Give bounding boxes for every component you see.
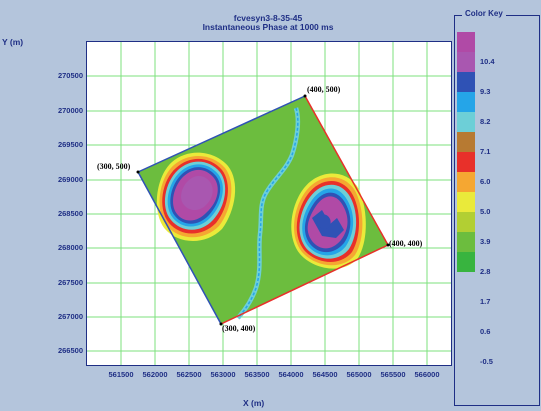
color-key-title: Color Key: [462, 9, 506, 19]
color-swatch: [457, 152, 475, 172]
color-swatch: [457, 212, 475, 232]
y-tick-label: 268000: [57, 243, 83, 252]
map-subtitle: Instantaneous Phase at 1000 ms: [202, 22, 334, 32]
color-swatch: [457, 172, 475, 192]
x-tick-label: 563000: [210, 370, 236, 379]
y-tick-label: 267000: [57, 312, 83, 321]
x-tick-label: 564500: [312, 370, 338, 379]
y-tick-label: 266500: [57, 346, 83, 355]
x-tick-label: 564000: [278, 370, 304, 379]
x-tick-label: 561500: [108, 370, 134, 379]
map-title: fcvesyn3-8-35-45: [233, 13, 303, 23]
x-tick-label: 565000: [346, 370, 372, 379]
color-swatch: [457, 112, 475, 132]
color-swatch: [457, 132, 475, 152]
corner-label-se: (400, 400): [389, 239, 423, 248]
anomaly-east: [291, 173, 366, 269]
y-tick-label: 269500: [57, 140, 83, 149]
color-key-label: 5.0: [480, 207, 491, 216]
x-axis-label: X (m): [243, 398, 265, 408]
color-swatch: [457, 92, 475, 112]
color-key-label: 2.8: [480, 267, 491, 276]
anomaly-west: [156, 152, 236, 242]
map-plot-area[interactable]: [86, 41, 452, 366]
color-key-label: 8.2: [480, 117, 491, 126]
color-swatch: [457, 232, 475, 252]
survey-edge-north: [137, 95, 306, 173]
color-swatch: [457, 32, 475, 52]
y-tick-label: 267500: [57, 278, 83, 287]
color-swatch: [457, 72, 475, 92]
y-tick-label: 269000: [57, 175, 83, 184]
survey-area[interactable]: [137, 95, 389, 325]
survey-edge-south: [220, 244, 389, 325]
x-tick-label: 562500: [176, 370, 202, 379]
color-key-label: 10.4: [480, 57, 495, 66]
color-swatch: [457, 52, 475, 72]
color-swatch: [457, 252, 475, 272]
channel: [236, 107, 301, 320]
corner-markers: [136, 94, 390, 326]
color-key-label: 6.0: [480, 177, 491, 186]
corner-label-sw: (300, 400): [222, 324, 256, 333]
color-key-label: 3.9: [480, 237, 491, 246]
color-key-label: 9.3: [480, 87, 491, 96]
x-tick-label: 562000: [142, 370, 168, 379]
color-key-label: 0.6: [480, 327, 491, 336]
corner-label-nw: (300, 500): [97, 162, 131, 171]
color-key-label: 1.7: [480, 297, 491, 306]
y-tick-label: 270000: [57, 106, 83, 115]
survey-edge-west: [137, 171, 222, 325]
y-axis-label: Y (m): [2, 37, 24, 47]
color-key-label: 7.1: [480, 147, 491, 156]
y-tick-label: 270500: [57, 71, 83, 80]
color-key-label: -0.5: [480, 357, 493, 366]
x-tick-label: 566000: [414, 370, 440, 379]
survey-edge-east: [304, 95, 389, 246]
x-tick-label: 565500: [380, 370, 406, 379]
x-tick-label: 563500: [244, 370, 270, 379]
y-tick-label: 268500: [57, 209, 83, 218]
color-swatch: [457, 192, 475, 212]
corner-label-ne: (400, 500): [307, 85, 341, 94]
